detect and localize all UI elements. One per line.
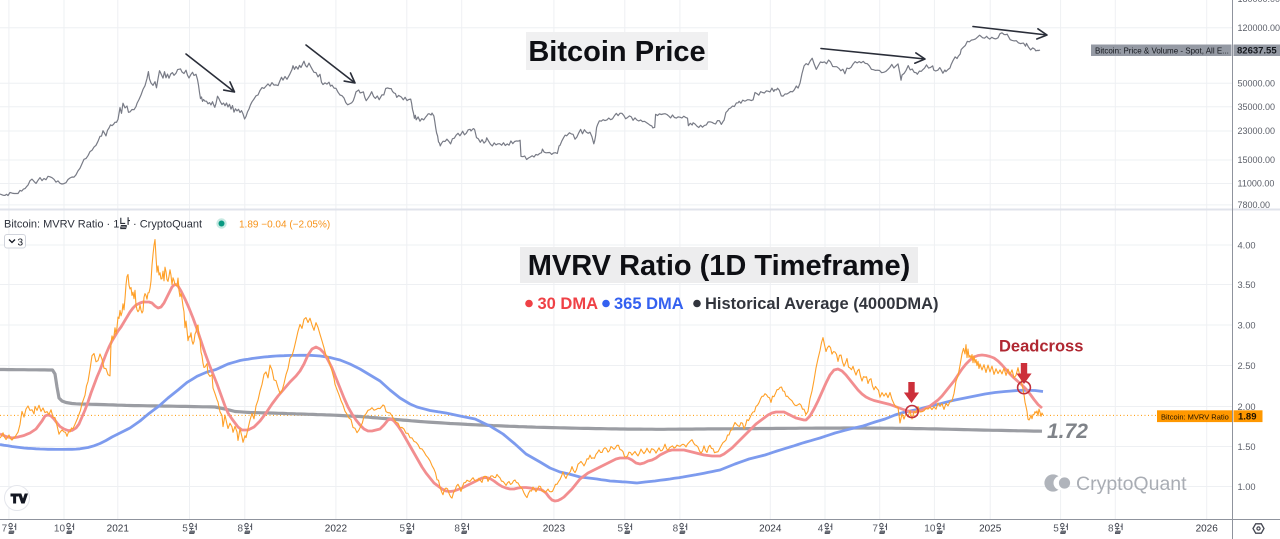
svg-text:8: 8 xyxy=(454,524,460,535)
svg-text:Bitcoin Price: Bitcoin Price xyxy=(528,36,705,68)
svg-text:7: 7 xyxy=(2,524,8,535)
svg-text:5: 5 xyxy=(400,524,406,535)
svg-text:35000.00: 35000.00 xyxy=(1238,102,1276,112)
svg-text:CryptoQuant: CryptoQuant xyxy=(1076,473,1187,495)
svg-text:2.50: 2.50 xyxy=(1238,361,1256,371)
svg-text:180000.00: 180000.00 xyxy=(1238,0,1280,4)
svg-text:8: 8 xyxy=(1108,524,1114,535)
svg-text:MVRV Ratio (1D Timeframe): MVRV Ratio (1D Timeframe) xyxy=(528,250,910,282)
svg-text:50000.00: 50000.00 xyxy=(1238,78,1276,88)
svg-text:5: 5 xyxy=(182,524,188,535)
svg-text:3.50: 3.50 xyxy=(1238,280,1256,290)
svg-text:1.72: 1.72 xyxy=(1047,420,1088,443)
svg-text:4: 4 xyxy=(818,524,824,535)
svg-text:2025: 2025 xyxy=(979,524,1002,535)
svg-text:2022: 2022 xyxy=(325,524,348,535)
svg-text:Deadcross: Deadcross xyxy=(999,338,1083,356)
svg-text:4.00: 4.00 xyxy=(1238,240,1256,250)
svg-text:· CryptoQuant: · CryptoQuant xyxy=(133,219,202,231)
svg-text:1.00: 1.00 xyxy=(1238,482,1256,492)
svg-text:120000.00: 120000.00 xyxy=(1238,23,1280,33)
svg-text:82637.55: 82637.55 xyxy=(1237,46,1277,57)
svg-text:2023: 2023 xyxy=(543,524,566,535)
svg-text:Bitcoin: MVRV Ratio · 1: Bitcoin: MVRV Ratio · 1 xyxy=(4,219,119,231)
svg-text:15000.00: 15000.00 xyxy=(1238,155,1276,165)
svg-text:3.00: 3.00 xyxy=(1238,320,1256,330)
svg-text:2.00: 2.00 xyxy=(1238,402,1256,412)
svg-text:10: 10 xyxy=(54,524,66,535)
svg-text:7: 7 xyxy=(872,524,878,535)
svg-text:Bitcoin: MVRV Ratio: Bitcoin: MVRV Ratio xyxy=(1161,412,1229,421)
svg-text:5: 5 xyxy=(1053,524,1059,535)
svg-text:Bitcoin: Price & Volume - Spot: Bitcoin: Price & Volume - Spot, All E... xyxy=(1095,46,1229,55)
svg-text:2024: 2024 xyxy=(759,524,782,535)
svg-text:23000.00: 23000.00 xyxy=(1238,126,1276,136)
svg-text:365 DMA: 365 DMA xyxy=(614,295,684,313)
svg-text:Historical Average (4000DMA): Historical Average (4000DMA) xyxy=(705,295,939,313)
svg-text:8: 8 xyxy=(673,524,679,535)
svg-text:1.89: 1.89 xyxy=(1238,412,1257,423)
svg-text:5: 5 xyxy=(618,524,624,535)
svg-text:3: 3 xyxy=(18,238,24,249)
svg-text:7800.00: 7800.00 xyxy=(1238,200,1271,210)
svg-text:1.89 −0.04 (−2.05%): 1.89 −0.04 (−2.05%) xyxy=(239,220,330,231)
svg-text:10: 10 xyxy=(924,524,936,535)
svg-text:8: 8 xyxy=(238,524,244,535)
svg-text:11000.00: 11000.00 xyxy=(1238,179,1275,189)
svg-text:2021: 2021 xyxy=(107,524,130,535)
svg-text:2026: 2026 xyxy=(1196,524,1219,535)
svg-text:1.50: 1.50 xyxy=(1238,442,1256,452)
svg-text:30 DMA: 30 DMA xyxy=(538,295,599,313)
